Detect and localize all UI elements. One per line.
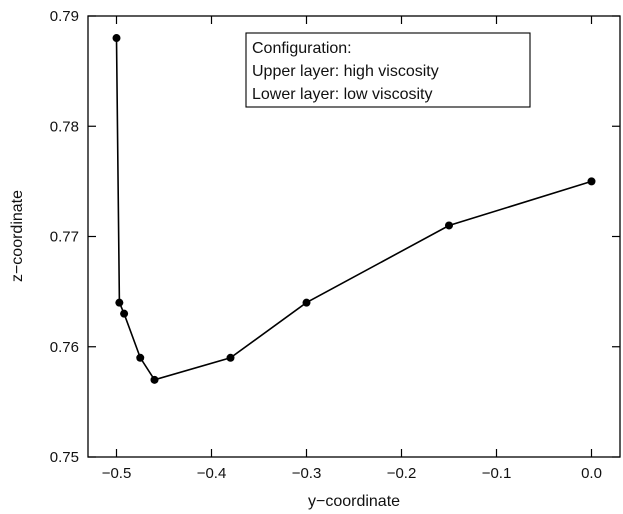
x-axis-title: y−coordinate bbox=[308, 493, 400, 510]
data-point bbox=[302, 298, 311, 307]
y-axis-title: z−coordinate bbox=[9, 190, 26, 282]
data-point bbox=[587, 177, 596, 186]
y-tick-label: 0.78 bbox=[50, 118, 79, 135]
data-point bbox=[120, 309, 129, 318]
data-point bbox=[115, 298, 124, 307]
x-tick-label: −0.4 bbox=[197, 465, 227, 482]
data-point bbox=[226, 353, 235, 362]
x-tick-label: −0.2 bbox=[387, 465, 417, 482]
tick-marks bbox=[88, 15, 620, 458]
x-tick-label: −0.3 bbox=[292, 465, 322, 482]
series-layer bbox=[112, 34, 596, 384]
x-tick-label: −0.5 bbox=[102, 465, 132, 482]
data-point bbox=[112, 34, 121, 43]
annotation-frame bbox=[245, 32, 531, 108]
tick-labels: −0.5 −0.4 −0.3 −0.2 −0.1 0.0 0.75 0.76 0.77 0.78 0… bbox=[50, 8, 602, 482]
data-point bbox=[150, 375, 159, 384]
y-tick-label: 0.79 bbox=[50, 8, 79, 25]
annotation-line-2: Upper layer: high viscosity bbox=[252, 63, 439, 80]
annotation-box: Configuration: Upper layer: high viscosi… bbox=[245, 32, 531, 108]
y-tick-label: 0.76 bbox=[50, 339, 79, 356]
x-tick-label: −0.1 bbox=[482, 465, 512, 482]
annotation-line-3: Lower layer: low viscosity bbox=[252, 86, 433, 103]
data-point bbox=[445, 221, 453, 230]
annotation-line-1: Configuration: bbox=[252, 40, 352, 57]
y-tick-label: 0.75 bbox=[50, 449, 79, 466]
data-point bbox=[136, 353, 145, 362]
x-tick-label: 0.0 bbox=[581, 465, 602, 482]
y-tick-label: 0.77 bbox=[50, 229, 79, 246]
